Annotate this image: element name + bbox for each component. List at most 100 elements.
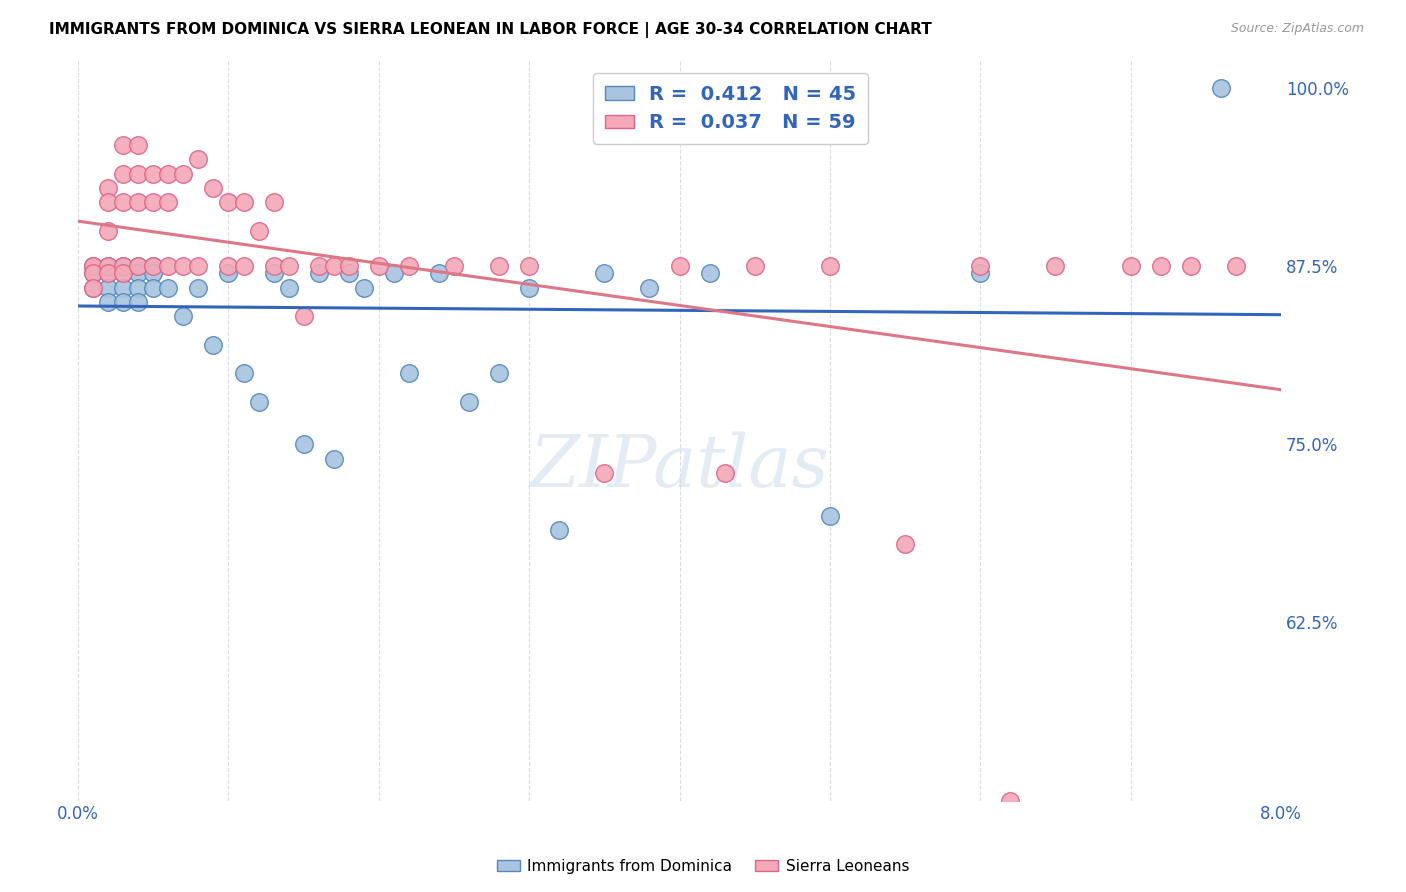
Point [1209, 81, 1232, 95]
Point [367, 259, 389, 273]
Point [127, 167, 149, 181]
Point [247, 224, 270, 238]
Point [217, 259, 239, 273]
Point [427, 266, 450, 280]
Point [277, 259, 299, 273]
Point [142, 259, 165, 273]
Point [247, 394, 270, 409]
Point [217, 195, 239, 210]
Point [82, 259, 104, 273]
Point [232, 259, 254, 273]
Point [337, 259, 360, 273]
Point [443, 259, 465, 273]
Point [398, 259, 420, 273]
Point [292, 437, 315, 451]
Point [127, 195, 149, 210]
Point [713, 466, 735, 480]
Point [112, 138, 135, 153]
Point [818, 259, 841, 273]
Point [142, 259, 165, 273]
Point [232, 195, 254, 210]
Point [263, 266, 285, 280]
Point [112, 266, 135, 280]
Point [112, 259, 135, 273]
Point [818, 508, 841, 523]
Point [187, 153, 209, 167]
Point [127, 138, 149, 153]
Point [97, 266, 120, 280]
Point [172, 259, 194, 273]
Point [187, 280, 209, 294]
Point [172, 167, 194, 181]
Point [353, 280, 375, 294]
Point [1150, 259, 1173, 273]
Point [112, 280, 135, 294]
Point [668, 259, 690, 273]
Point [127, 280, 149, 294]
Point [97, 195, 120, 210]
Point [82, 280, 104, 294]
Point [488, 366, 510, 380]
Text: Source: ZipAtlas.com: Source: ZipAtlas.com [1230, 22, 1364, 36]
Point [82, 259, 104, 273]
Point [142, 195, 165, 210]
Text: ZIPatlas: ZIPatlas [530, 432, 830, 502]
Point [517, 280, 540, 294]
Point [322, 259, 344, 273]
Point [337, 266, 360, 280]
Point [1045, 259, 1067, 273]
Point [97, 259, 120, 273]
Point [308, 259, 330, 273]
Point [638, 280, 661, 294]
Point [699, 266, 721, 280]
Point [1119, 259, 1142, 273]
Point [142, 280, 165, 294]
Point [112, 294, 135, 309]
Point [157, 280, 180, 294]
Point [232, 366, 254, 380]
Point [97, 266, 120, 280]
Point [127, 259, 149, 273]
Point [127, 294, 149, 309]
Point [157, 259, 180, 273]
Point [82, 280, 104, 294]
Point [112, 266, 135, 280]
Point [1000, 794, 1022, 808]
Point [97, 224, 120, 238]
Point [458, 394, 481, 409]
Point [969, 259, 991, 273]
Point [744, 259, 766, 273]
Point [263, 195, 285, 210]
Point [127, 266, 149, 280]
Point [217, 266, 239, 280]
Point [382, 266, 405, 280]
Point [202, 181, 225, 195]
Point [187, 259, 209, 273]
Point [97, 280, 120, 294]
Legend: Immigrants from Dominica, Sierra Leoneans: Immigrants from Dominica, Sierra Leonean… [491, 853, 915, 880]
Point [172, 309, 194, 323]
Point [97, 294, 120, 309]
Legend: R =  0.412   N = 45, R =  0.037   N = 59: R = 0.412 N = 45, R = 0.037 N = 59 [593, 73, 869, 145]
Point [112, 195, 135, 210]
Point [142, 266, 165, 280]
Point [157, 195, 180, 210]
Point [82, 266, 104, 280]
Point [308, 266, 330, 280]
Text: IMMIGRANTS FROM DOMINICA VS SIERRA LEONEAN IN LABOR FORCE | AGE 30-34 CORRELATIO: IMMIGRANTS FROM DOMINICA VS SIERRA LEONE… [49, 22, 932, 38]
Point [593, 466, 616, 480]
Point [322, 451, 344, 466]
Point [292, 309, 315, 323]
Point [548, 523, 571, 537]
Point [82, 266, 104, 280]
Point [157, 167, 180, 181]
Point [517, 259, 540, 273]
Point [1225, 259, 1247, 273]
Point [202, 337, 225, 351]
Point [894, 537, 917, 551]
Point [398, 366, 420, 380]
Point [142, 167, 165, 181]
Point [97, 181, 120, 195]
Point [263, 259, 285, 273]
Point [112, 167, 135, 181]
